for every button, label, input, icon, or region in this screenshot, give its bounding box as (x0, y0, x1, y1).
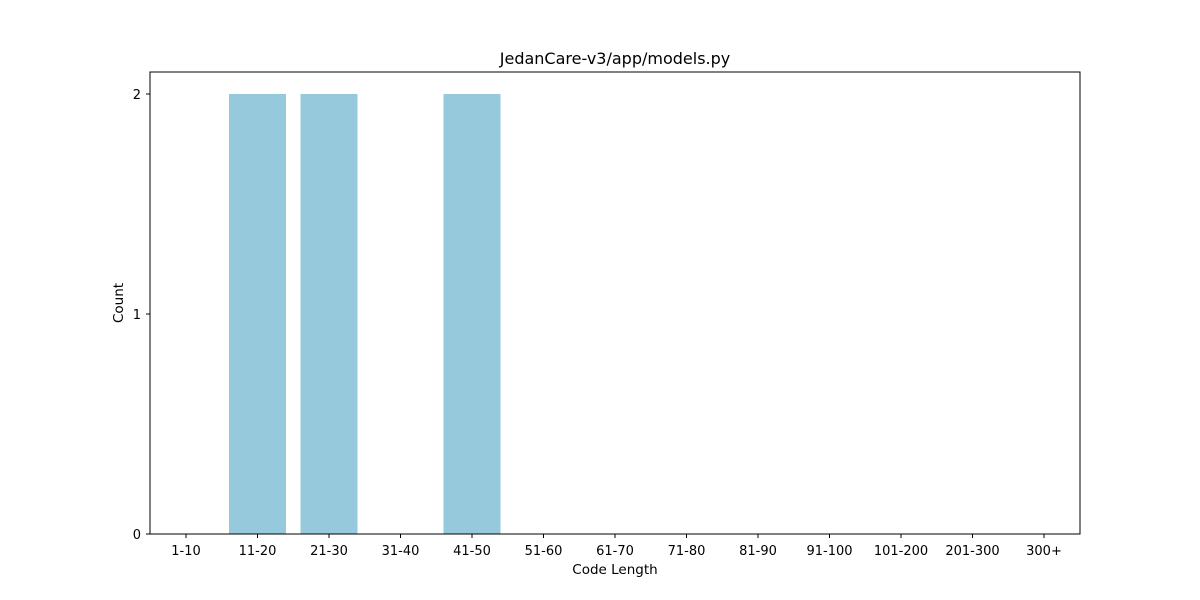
x-axis: 1-10 11-20 21-30 31-40 41-50 51-60 61-70 71-80 8… (171, 534, 1062, 559)
x-tick-label: 1-10 (171, 544, 201, 559)
x-axis-label: Code Length (572, 562, 657, 578)
plot-frame (149, 71, 1081, 535)
y-tick-label: 0 (133, 528, 141, 543)
x-tick-label: 31-40 (382, 544, 420, 559)
x-tick-label: 71-80 (668, 544, 706, 559)
x-tick-label: 101-200 (874, 544, 928, 559)
y-tick-label: 1 (133, 308, 141, 323)
x-tick-label: 51-60 (525, 544, 563, 559)
bar-11-20 (229, 94, 286, 534)
x-tick-label: 61-70 (596, 544, 634, 559)
bar-21-30 (300, 94, 358, 534)
x-tick-label: 91-100 (806, 544, 852, 559)
x-tick-label: 11-20 (239, 544, 277, 559)
x-tick-label: 201-300 (945, 544, 999, 559)
bars-group (229, 94, 501, 534)
bar-41-50 (443, 94, 501, 534)
y-axis: 0 1 2 (133, 88, 150, 543)
x-tick-label: 300+ (1026, 544, 1062, 559)
y-axis-label: Count (111, 283, 127, 323)
x-tick-label: 41-50 (453, 544, 491, 559)
x-tick-label: 21-30 (310, 544, 348, 559)
x-tick-label: 81-90 (739, 544, 777, 559)
y-tick-label: 2 (133, 88, 141, 103)
chart-title: JedanCare-v3/app/models.py (499, 49, 730, 68)
